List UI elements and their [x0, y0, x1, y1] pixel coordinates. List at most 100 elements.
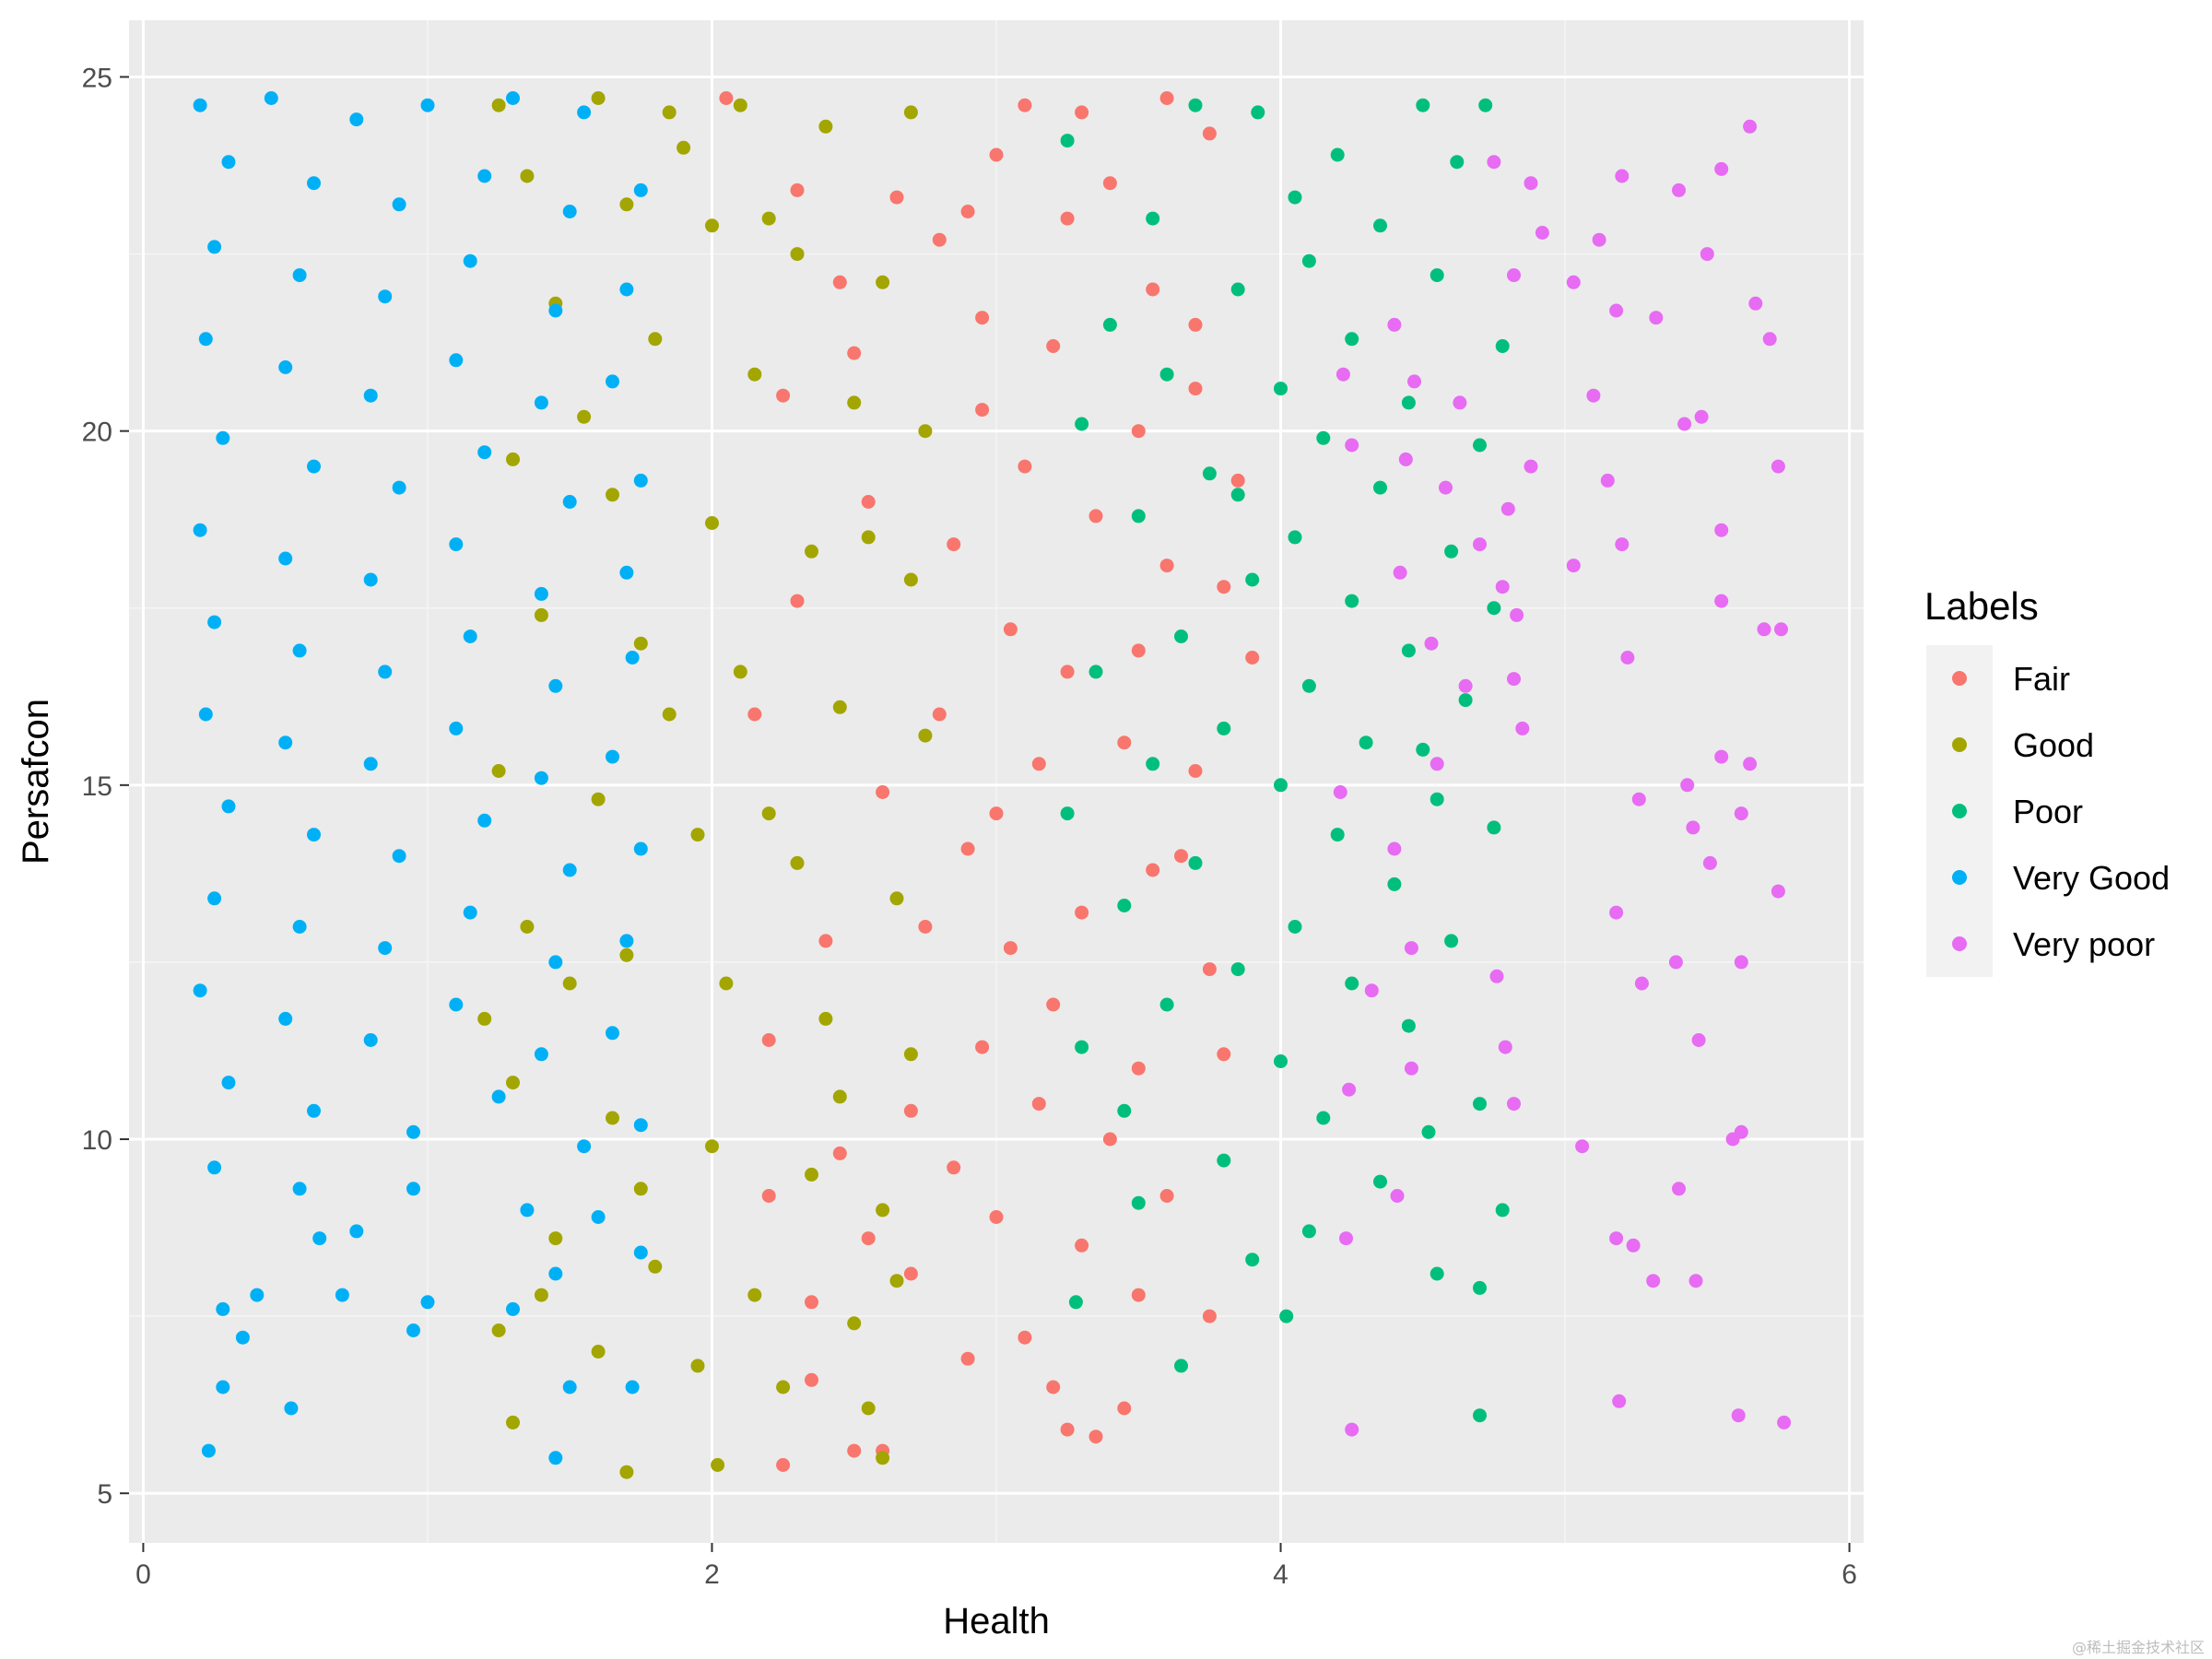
y-axis: 5 10 15 20 25 — [82, 63, 129, 1510]
data-point — [847, 395, 862, 410]
data-point — [1421, 1124, 1436, 1139]
data-point — [1398, 452, 1413, 466]
data-point — [1060, 665, 1075, 679]
data-point — [548, 1451, 563, 1465]
x-tick-label: 0 — [135, 1559, 151, 1590]
data-point — [363, 757, 378, 771]
data-point — [1634, 976, 1649, 991]
data-point — [1487, 820, 1501, 835]
data-point — [534, 1047, 548, 1062]
data-point — [1771, 459, 1785, 474]
data-point — [1202, 1309, 1217, 1324]
data-point — [216, 1380, 230, 1394]
data-point — [662, 105, 677, 120]
data-point — [889, 190, 904, 205]
data-point — [1333, 785, 1347, 799]
data-point — [1131, 509, 1146, 524]
data-point — [790, 855, 805, 870]
data-point — [1649, 311, 1664, 325]
data-point — [975, 1040, 990, 1054]
data-point — [207, 240, 222, 254]
data-point — [705, 218, 719, 233]
data-point — [1146, 211, 1160, 226]
data-point — [207, 615, 222, 629]
data-point — [1288, 920, 1302, 934]
data-point — [477, 445, 492, 460]
data-point — [918, 920, 933, 934]
y-tick-label: 15 — [82, 771, 112, 802]
data-point — [491, 98, 506, 112]
data-point — [477, 1011, 492, 1026]
data-point — [363, 1033, 378, 1047]
legend: Labels Fair Good Poor Very Good Very poor — [1924, 584, 2170, 977]
data-point — [1230, 282, 1245, 297]
data-point — [832, 275, 847, 289]
data-point — [506, 1415, 520, 1430]
legend-label: Very Good — [2013, 859, 2170, 897]
data-point — [1345, 976, 1359, 991]
data-point — [1075, 417, 1089, 431]
data-point — [1524, 176, 1538, 191]
data-point — [548, 1231, 563, 1246]
data-point — [1188, 855, 1203, 870]
data-point — [463, 905, 477, 920]
data-point — [918, 728, 933, 743]
data-point — [591, 792, 606, 806]
data-point — [534, 395, 548, 410]
x-axis: 0 2 4 6 — [135, 1543, 1857, 1590]
data-point — [975, 311, 990, 325]
data-point — [1473, 1408, 1487, 1423]
data-point — [463, 629, 477, 643]
data-point — [1424, 636, 1439, 651]
data-point — [625, 1380, 640, 1394]
data-point — [1031, 757, 1046, 771]
data-point — [1515, 721, 1530, 735]
data-point — [903, 1266, 918, 1281]
data-point — [562, 976, 577, 991]
data-point — [1131, 1195, 1146, 1210]
data-point — [805, 544, 818, 559]
data-point — [633, 1182, 648, 1196]
data-point — [1430, 792, 1444, 806]
data-point — [562, 863, 577, 877]
data-point — [932, 232, 947, 247]
data-point — [805, 1372, 818, 1387]
x-tick-label: 6 — [1841, 1559, 1857, 1590]
data-point — [562, 495, 577, 509]
data-point — [1117, 1401, 1132, 1416]
data-point — [705, 1139, 719, 1154]
data-point — [491, 1089, 506, 1104]
data-point — [349, 112, 364, 127]
data-point — [619, 947, 634, 962]
data-point — [619, 282, 634, 297]
data-point — [1401, 395, 1416, 410]
data-point — [932, 707, 947, 722]
data-point — [1188, 764, 1203, 778]
data-point — [1159, 559, 1174, 573]
data-point — [307, 828, 321, 842]
data-point — [1245, 651, 1260, 665]
data-point — [960, 1351, 975, 1366]
data-point — [250, 1288, 265, 1302]
data-point — [1088, 1430, 1103, 1444]
data-point — [1489, 969, 1504, 983]
y-tick-label: 5 — [97, 1479, 112, 1510]
data-point — [477, 169, 492, 183]
data-point — [577, 409, 592, 424]
data-point — [307, 459, 321, 474]
data-point — [1566, 275, 1581, 289]
data-point — [1046, 339, 1061, 353]
data-point — [989, 806, 1004, 821]
data-point — [1018, 98, 1032, 112]
data-point — [292, 920, 307, 934]
data-point — [1714, 594, 1729, 608]
legend-key — [1952, 671, 1967, 686]
data-point — [1339, 1231, 1353, 1246]
data-point — [292, 643, 307, 658]
data-point — [420, 1295, 435, 1310]
data-point — [1612, 1394, 1627, 1408]
data-point — [463, 253, 477, 268]
data-point — [1404, 941, 1418, 956]
data-point — [1364, 983, 1379, 998]
